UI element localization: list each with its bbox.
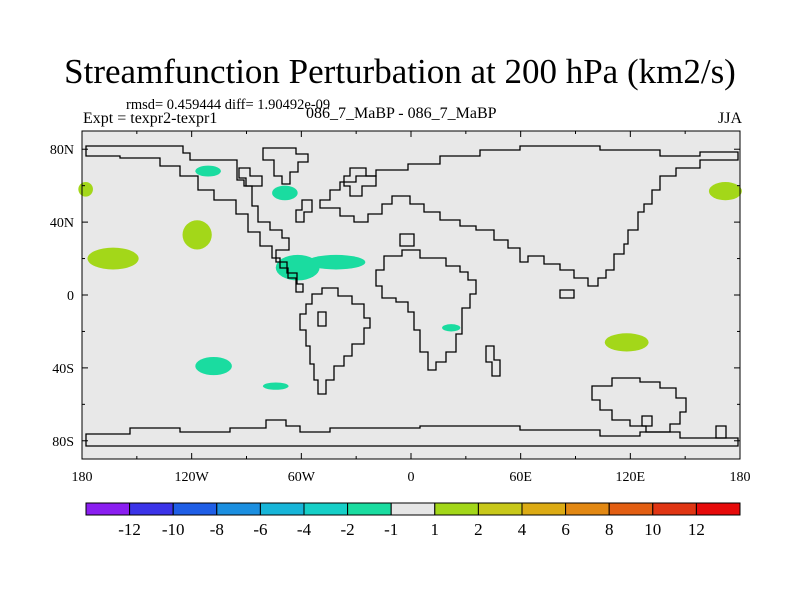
colorbar-label: -6 (253, 520, 267, 539)
coastline-australia (591, 377, 687, 433)
coastline-africa (375, 249, 477, 371)
season-label: JJA (717, 110, 742, 127)
map-background (82, 131, 740, 459)
colorbar-box (434, 502, 479, 516)
colorbar-label: -1 (384, 520, 398, 539)
coastline-iberia-caspian (399, 233, 415, 247)
contour-positive-3 (182, 220, 212, 250)
colorbar-box (85, 502, 131, 516)
x-tick-label: 120E (616, 470, 646, 485)
coastline-british-isles (295, 199, 313, 223)
contour-negative-8 (306, 254, 366, 270)
contour-negative-9 (195, 356, 232, 376)
x-tick-label: 60W (288, 470, 316, 485)
cases-label: 086_7_MaBP - 086_7_MaBP (306, 105, 497, 122)
colorbar-label: -12 (118, 520, 141, 539)
coastline-antarctica (85, 419, 739, 447)
coastline-south-america (299, 287, 371, 395)
colorbar-box (565, 502, 610, 516)
colorbar-box (695, 502, 741, 516)
contour-positive-0 (78, 182, 93, 197)
contour-negative-6 (272, 185, 298, 201)
coastlines (85, 145, 739, 447)
coastline-madagascar (485, 345, 501, 377)
contour-fills (78, 165, 742, 390)
coastline-greenland (262, 147, 309, 185)
axis-ticks (81, 131, 741, 459)
coastline-central-america (317, 311, 327, 327)
y-tick-label: 80S (52, 435, 74, 450)
contour-negative-5 (195, 165, 221, 177)
colorbar-label: -8 (210, 520, 224, 539)
coastline-arctic-islands (238, 167, 263, 187)
y-tick-labels: 80N 40N 0 40S 80S (50, 143, 74, 450)
colorbar-box (608, 502, 654, 516)
x-tick-label: 60E (509, 470, 532, 485)
colorbar-box (347, 502, 392, 516)
contour-negative-11 (442, 324, 461, 332)
coastline-indonesia (559, 289, 575, 299)
colorbar-label: 6 (561, 520, 570, 539)
colorbar-label: 1 (431, 520, 440, 539)
y-tick-label: 40N (50, 216, 74, 231)
contour-positive-1 (708, 182, 742, 201)
colorbar-box (259, 502, 305, 516)
y-tick-label: 80N (50, 143, 74, 158)
experiment-label: Expt = texpr2-texpr1 (83, 110, 218, 127)
colorbar-labels: -12 -10 -8 -6 -4 -2 -1 1 2 4 6 8 10 12 (118, 520, 705, 539)
colorbar-box (477, 502, 523, 516)
contour-positive-2 (87, 247, 139, 270)
colorbar-box (129, 502, 174, 516)
colorbar-box (390, 502, 436, 516)
colorbar-label: -2 (341, 520, 355, 539)
colorbar-box (652, 502, 697, 516)
coastline-scandinavia (343, 167, 377, 197)
colorbar-box (216, 502, 261, 516)
colorbar-label: 2 (474, 520, 483, 539)
contour-positive-4 (604, 333, 649, 352)
colorbar-label: -10 (162, 520, 185, 539)
x-tick-label: 120W (175, 470, 210, 485)
coastline-eurasia (319, 145, 739, 287)
y-tick-label: 0 (67, 289, 74, 304)
chart-title: Streamfunction Perturbation at 200 hPa (… (64, 52, 736, 91)
x-tick-label: 180 (72, 470, 93, 485)
y-tick-label: 40S (52, 362, 74, 377)
colorbar-label: -4 (297, 520, 312, 539)
contour-negative-10 (262, 382, 289, 390)
colorbar-label: 10 (644, 520, 661, 539)
x-tick-label: 0 (408, 470, 415, 485)
colorbar-box (303, 502, 349, 516)
colorbar (85, 502, 741, 516)
colorbar-label: 8 (605, 520, 614, 539)
colorbar-label: 12 (688, 520, 705, 539)
colorbar-box (172, 502, 218, 516)
colorbar-label: 4 (518, 520, 527, 539)
x-tick-label: 180 (730, 470, 751, 485)
coastline-tasmania (641, 415, 653, 427)
colorbar-box (521, 502, 567, 516)
x-tick-labels: 180 120W 60W 0 60E 120E 180 (72, 470, 751, 485)
stats-label: rmsd= 0.459444 diff= 1.90492e-09 (126, 97, 331, 113)
